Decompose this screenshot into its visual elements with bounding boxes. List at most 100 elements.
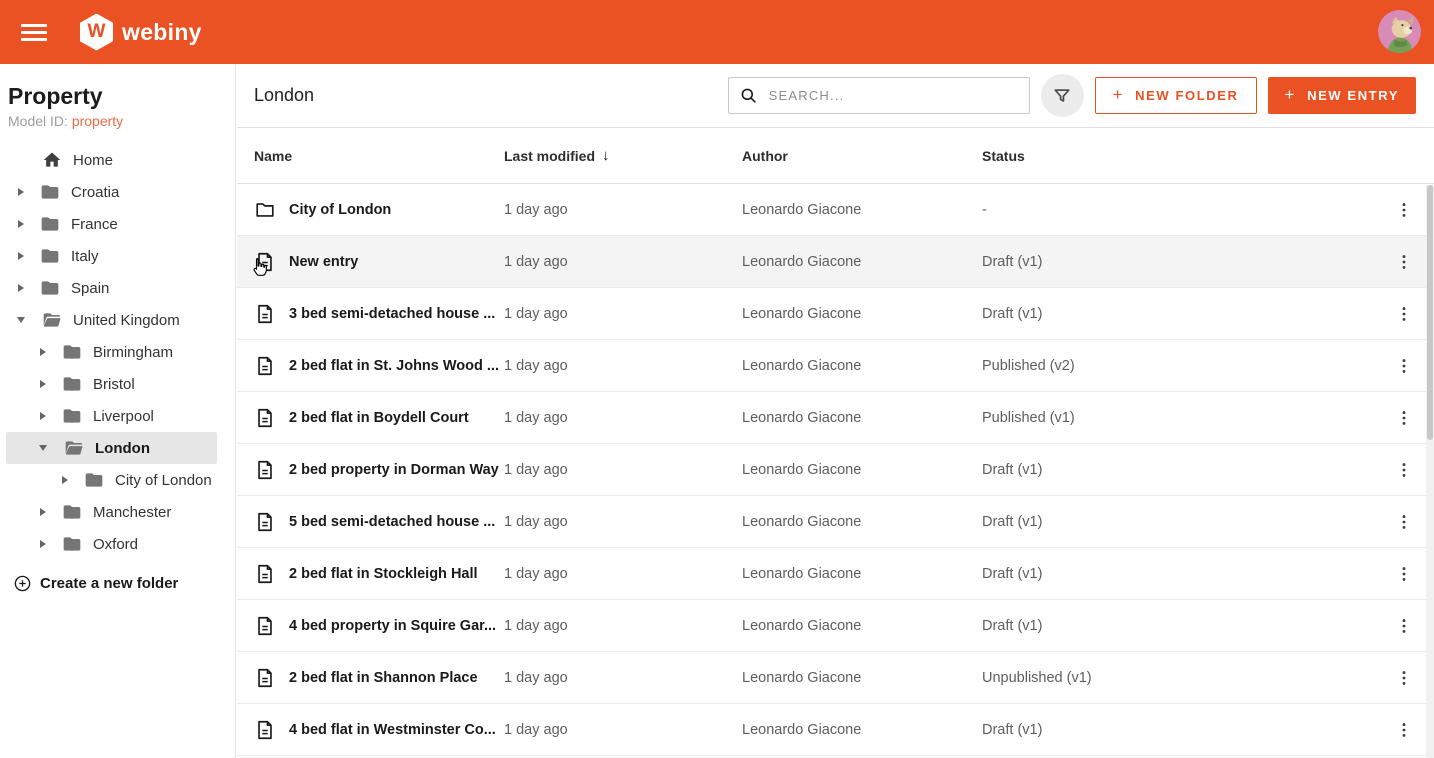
entry-name[interactable]: 2 bed flat in St. Johns Wood ...: [289, 357, 499, 374]
cell-author: Leonardo Giacone: [742, 357, 862, 374]
tree-item-label: Spain: [71, 279, 110, 297]
sidebar: Property Model ID: property Home Croatia…: [0, 64, 236, 758]
avatar[interactable]: [1378, 10, 1421, 53]
row-menu-button[interactable]: [1391, 457, 1417, 483]
cell-last-modified: 1 day ago: [504, 305, 568, 322]
column-header-last-modified[interactable]: Last modified ↓: [504, 147, 742, 164]
table-row[interactable]: 3 bed semi-detached house ... 1 day ago …: [237, 288, 1434, 340]
column-header-author[interactable]: Author: [742, 147, 788, 164]
tree-item-label: Oxford: [93, 535, 139, 553]
sidebar-item-birmingham[interactable]: Birmingham: [6, 336, 217, 368]
row-menu-button[interactable]: [1391, 353, 1417, 379]
model-id-value: property: [71, 113, 124, 129]
table-row[interactable]: 4 bed property in Squire Gar... 1 day ag…: [237, 600, 1434, 652]
table-row[interactable]: 2 bed flat in St. Johns Wood ... 1 day a…: [237, 340, 1434, 392]
table-row[interactable]: City of London 1 day ago Leonardo Giacon…: [237, 184, 1434, 236]
sidebar-item-italy[interactable]: Italy: [6, 240, 217, 272]
sidebar-item-united-kingdom[interactable]: United Kingdom: [6, 304, 217, 336]
caret-right-icon[interactable]: [18, 284, 24, 292]
document-icon: [254, 667, 276, 689]
entry-name[interactable]: 3 bed semi-detached house ...: [289, 305, 496, 322]
search-box[interactable]: [727, 77, 1030, 114]
caret-right-icon[interactable]: [40, 348, 46, 356]
row-menu-button[interactable]: [1391, 405, 1417, 431]
table-row[interactable]: 5 bed semi-detached house ... 1 day ago …: [237, 496, 1434, 548]
kebab-icon: [1402, 670, 1406, 685]
caret-right-icon[interactable]: [40, 412, 46, 420]
sidebar-item-manchester[interactable]: Manchester: [6, 496, 217, 528]
caret-right-icon[interactable]: [18, 220, 24, 228]
sidebar-item-home[interactable]: Home: [6, 144, 217, 176]
entry-name[interactable]: City of London: [289, 201, 392, 218]
table-row[interactable]: New entry 1 day ago Leonardo Giacone Dra…: [237, 236, 1434, 288]
entry-name[interactable]: New entry: [289, 253, 359, 270]
kebab-icon: [1402, 306, 1406, 321]
tree-item-label: Liverpool: [93, 407, 154, 425]
row-menu-button[interactable]: [1391, 301, 1417, 327]
document-icon: [254, 355, 276, 377]
cell-status: -: [982, 201, 987, 218]
cell-status: Draft (v1): [982, 461, 1043, 478]
row-menu-button[interactable]: [1391, 717, 1417, 743]
scrollbar-track[interactable]: [1426, 185, 1434, 758]
sidebar-item-spain[interactable]: Spain: [6, 272, 217, 304]
sidebar-item-oxford[interactable]: Oxford: [6, 528, 217, 560]
cell-name: 4 bed property in Squire Gar...: [254, 615, 504, 637]
folder-closed-icon: [61, 502, 83, 522]
caret-right-icon[interactable]: [40, 508, 46, 516]
sidebar-item-bristol[interactable]: Bristol: [6, 368, 217, 400]
table-row[interactable]: 2 bed flat in Boydell Court 1 day ago Le…: [237, 392, 1434, 444]
table-row[interactable]: 2 bed property in Dorman Way 1 day ago L…: [237, 444, 1434, 496]
caret-down-icon[interactable]: [17, 317, 25, 323]
filter-button[interactable]: [1040, 74, 1084, 117]
row-menu-button[interactable]: [1391, 197, 1417, 223]
caret-right-icon[interactable]: [62, 476, 68, 484]
row-menu-button[interactable]: [1391, 249, 1417, 275]
caret-down-icon[interactable]: [39, 445, 47, 451]
sidebar-item-city-of-london[interactable]: City of London: [6, 464, 217, 496]
caret-right-icon[interactable]: [40, 540, 46, 548]
folder-closed-icon: [83, 470, 105, 490]
sidebar-item-liverpool[interactable]: Liverpool: [6, 400, 217, 432]
scrollbar-thumb[interactable]: [1427, 185, 1433, 440]
row-menu-button[interactable]: [1391, 613, 1417, 639]
caret-right-icon[interactable]: [40, 380, 46, 388]
create-new-folder-button[interactable]: Create a new folder: [13, 574, 178, 593]
hamburger-icon[interactable]: [21, 23, 47, 41]
sidebar-item-london[interactable]: London: [6, 432, 217, 464]
table-body: City of London 1 day ago Leonardo Giacon…: [237, 184, 1434, 756]
entry-name[interactable]: 4 bed property in Squire Gar...: [289, 617, 497, 634]
row-menu-button[interactable]: [1391, 561, 1417, 587]
home-icon: [41, 150, 63, 170]
cell-author: Leonardo Giacone: [742, 721, 862, 738]
entry-name[interactable]: 5 bed semi-detached house ...: [289, 513, 496, 530]
new-folder-button[interactable]: + NEW FOLDER: [1094, 77, 1257, 114]
row-menu-button[interactable]: [1391, 665, 1417, 691]
caret-right-icon[interactable]: [18, 252, 24, 260]
entry-name[interactable]: 2 bed flat in Stockleigh Hall: [289, 565, 478, 582]
caret-right-icon[interactable]: [18, 188, 24, 196]
row-menu-button[interactable]: [1391, 509, 1417, 535]
tree-item-label: Manchester: [93, 503, 172, 521]
cell-author: Leonardo Giacone: [742, 461, 862, 478]
entry-name[interactable]: 2 bed flat in Shannon Place: [289, 669, 478, 686]
cell-author: Leonardo Giacone: [742, 565, 862, 582]
table-row[interactable]: 2 bed flat in Stockleigh Hall 1 day ago …: [237, 548, 1434, 600]
entry-name[interactable]: 2 bed flat in Boydell Court: [289, 409, 469, 426]
folder-open-icon: [41, 310, 63, 330]
tree-item-label: City of London: [115, 471, 212, 489]
webiny-logo[interactable]: W webiny: [80, 13, 202, 51]
column-header-name[interactable]: Name: [254, 147, 293, 164]
table-row[interactable]: 2 bed flat in Shannon Place 1 day ago Le…: [237, 652, 1434, 704]
entry-name[interactable]: 2 bed property in Dorman Way: [289, 461, 499, 478]
tree-item-label: Birmingham: [93, 343, 174, 361]
column-header-last-modified-label: Last modified: [504, 147, 596, 164]
table-row[interactable]: 4 bed flat in Westminster Co... 1 day ag…: [237, 704, 1434, 756]
sidebar-item-croatia[interactable]: Croatia: [6, 176, 217, 208]
entry-name[interactable]: 4 bed flat in Westminster Co...: [289, 721, 496, 738]
search-input[interactable]: [766, 87, 1019, 104]
column-header-status[interactable]: Status: [982, 147, 1025, 164]
sidebar-item-france[interactable]: France: [6, 208, 217, 240]
cell-last-modified: 1 day ago: [504, 565, 568, 582]
new-entry-button[interactable]: + NEW ENTRY: [1267, 77, 1416, 114]
